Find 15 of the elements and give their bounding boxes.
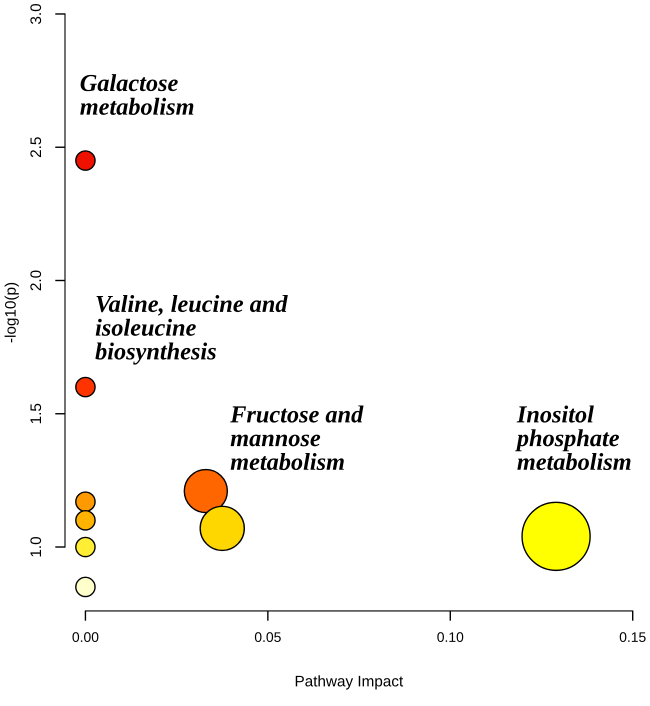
annotation: Fructose and mannose metabolism xyxy=(230,405,364,470)
x-tick-label: 0.10 xyxy=(437,632,464,642)
x-tick-label: 0.00 xyxy=(72,632,98,642)
y-tick-label: 2.0 xyxy=(30,270,42,290)
annotation: Valine, leucine and isoleucine biosynthesis xyxy=(95,295,288,365)
y-tick-label: 1.0 xyxy=(30,536,42,556)
x-axis-title: Pathway Impact xyxy=(296,675,404,690)
annotation: Inositol phosphate metabolism xyxy=(515,405,631,470)
x-tick-label: 0.05 xyxy=(254,632,281,642)
annotation: Galactose metabolism xyxy=(80,74,194,115)
y-tick-label: 2.5 xyxy=(30,137,42,158)
y-tick-label: 3.0 xyxy=(30,4,42,24)
y-axis-title: -log10(p) xyxy=(4,282,19,342)
x-tick-label: 0.15 xyxy=(620,632,646,642)
y-tick-label: 1.5 xyxy=(30,404,42,424)
